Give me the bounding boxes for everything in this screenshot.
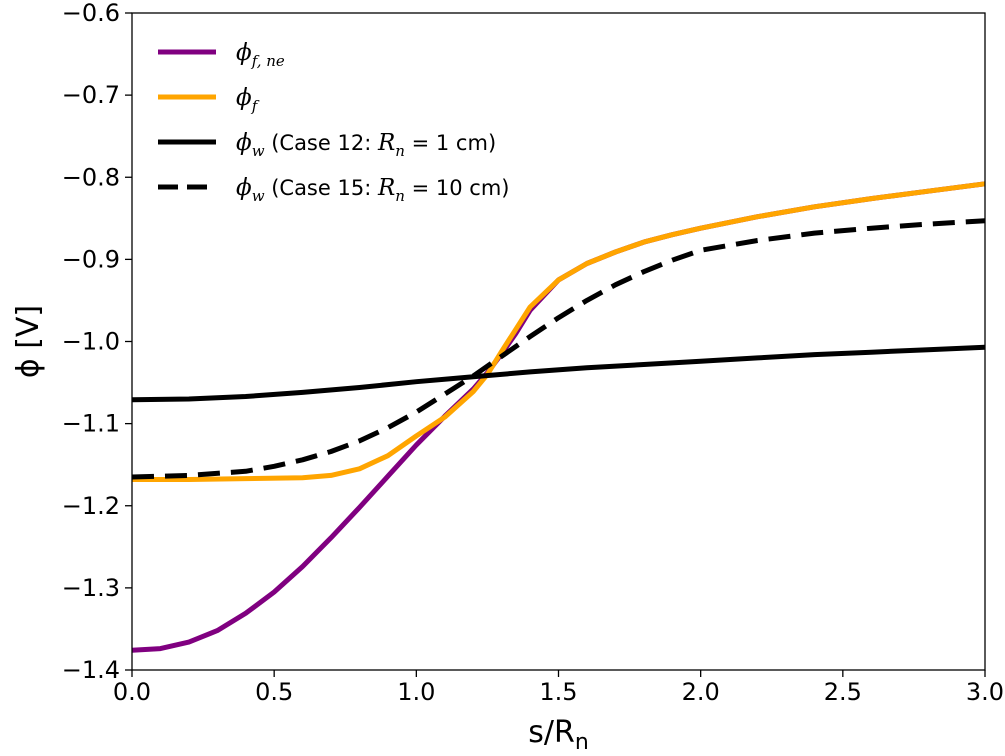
legend-subscript: w: [252, 142, 265, 160]
plot-frame: [131, 12, 986, 671]
y-tick-label: −1.2: [62, 492, 120, 520]
plot-area: [131, 12, 986, 671]
x-axis-label-main: s/R: [528, 715, 575, 750]
legend-symbol: ϕ: [236, 130, 252, 156]
legend-symbol: ϕ: [236, 175, 252, 201]
legend-case-text: (Case 12:: [265, 131, 378, 155]
x-tick-label: 2.5: [824, 678, 862, 706]
series-layer: [131, 181, 986, 653]
series-line-phi-f-ne: [131, 181, 986, 653]
legend-subscript: f: [251, 97, 260, 115]
y-tick-label: −1.0: [62, 328, 120, 356]
legend-label-phi-f-ne: ϕf, ne: [236, 40, 285, 70]
x-axis-label: s/Rn: [528, 715, 589, 755]
legend-case-text: (Case 15:: [265, 176, 378, 200]
y-tick-label: −0.6: [62, 0, 120, 27]
legend-symbol: ϕ: [236, 40, 252, 66]
legend-label-phi-w-case15: ϕw (Case 15: Rn = 10 cm): [236, 175, 510, 205]
legend-radius-value: = 10 cm): [405, 176, 510, 200]
x-tick-label: 0.0: [113, 678, 151, 706]
legend-radius-subscript: n: [395, 187, 405, 205]
series-line-phi-w-case12: [131, 344, 986, 403]
y-tick-label: −1.3: [62, 574, 120, 602]
legend-radius-value: = 1 cm): [405, 131, 496, 155]
series-line-phi-w-case15: [131, 218, 986, 480]
x-axis-label-sub: n: [575, 730, 589, 755]
legend-symbol: ϕ: [236, 85, 252, 111]
y-axis-label: ϕ [V]: [11, 305, 46, 378]
y-axis-ticks: −1.4 −1.3 −1.2 −1.1 −1.0 −0.9 −0.8 −0.7 −0.6: [62, 0, 132, 684]
y-tick-label: −0.9: [62, 245, 120, 273]
legend-radius-subscript: n: [395, 142, 405, 160]
legend-subscript: f, ne: [251, 52, 285, 70]
legend-subscript: w: [252, 187, 265, 205]
y-tick-label: −0.7: [62, 81, 120, 109]
y-tick-label: −0.8: [62, 163, 120, 191]
x-tick-label: 0.5: [255, 678, 293, 706]
y-tick-label: −1.4: [62, 656, 120, 684]
series-line-phi-f: [132, 181, 986, 482]
legend-label-phi-w-case12: ϕw (Case 12: Rn = 1 cm): [236, 130, 496, 160]
legend-radius-symbol: R: [377, 175, 395, 201]
x-tick-label: 1.0: [397, 678, 435, 706]
legend-radius-symbol: R: [377, 130, 395, 156]
x-tick-label: 2.0: [682, 678, 720, 706]
x-tick-label: 1.5: [539, 678, 577, 706]
legend-label-phi-f: ϕf: [236, 85, 260, 115]
x-axis-ticks: 0.0 0.5 1.0 1.5 2.0 2.5 3.0: [113, 670, 1004, 706]
y-tick-label: −1.1: [62, 410, 120, 438]
x-tick-label: 3.0: [966, 678, 1004, 706]
